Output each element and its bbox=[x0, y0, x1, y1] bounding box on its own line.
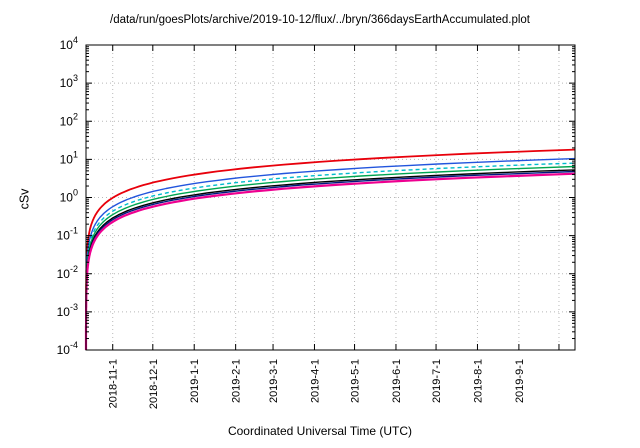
x-tick-label: 2019-1-1 bbox=[189, 359, 201, 403]
y-tick-label: 10-2 bbox=[57, 264, 78, 281]
y-tick-label: 10-1 bbox=[57, 226, 78, 243]
x-tick-label: 2019-6-1 bbox=[391, 359, 403, 403]
x-tick-label: 2019-5-1 bbox=[350, 359, 362, 403]
y-tick-label: 103 bbox=[60, 73, 78, 90]
y-tick-label: 101 bbox=[60, 149, 78, 166]
x-tick-label: 2019-8-1 bbox=[472, 359, 484, 403]
line-black bbox=[85, 169, 576, 351]
x-tick-label: 2019-3-1 bbox=[268, 359, 280, 403]
x-tick-label: 2019-7-1 bbox=[431, 359, 443, 403]
y-tick-label: 104 bbox=[60, 35, 78, 52]
y-axis-label: cSv bbox=[17, 188, 32, 210]
x-axis-label: Coordinated Universal Time (UTC) bbox=[227, 424, 413, 438]
y-tick-label: 10-3 bbox=[57, 302, 78, 319]
x-tick-label: 2019-9-1 bbox=[514, 359, 526, 403]
y-tick-label: 102 bbox=[60, 111, 78, 128]
x-tick-label: 2018-11-1 bbox=[108, 359, 120, 408]
line-blue bbox=[85, 157, 576, 350]
x-tick-label: 2018-12-1 bbox=[148, 359, 160, 409]
line-magenta bbox=[84, 172, 576, 351]
plot-title: /data/run/goesPlots/archive/2019-10-12/f… bbox=[110, 14, 530, 26]
y-tick-label: 100 bbox=[60, 188, 78, 205]
x-tick-label: 2019-2-1 bbox=[231, 359, 243, 403]
line-cyan bbox=[85, 162, 576, 351]
x-tick-label: 2019-4-1 bbox=[309, 359, 321, 403]
y-tick-label: 10-4 bbox=[57, 340, 78, 357]
